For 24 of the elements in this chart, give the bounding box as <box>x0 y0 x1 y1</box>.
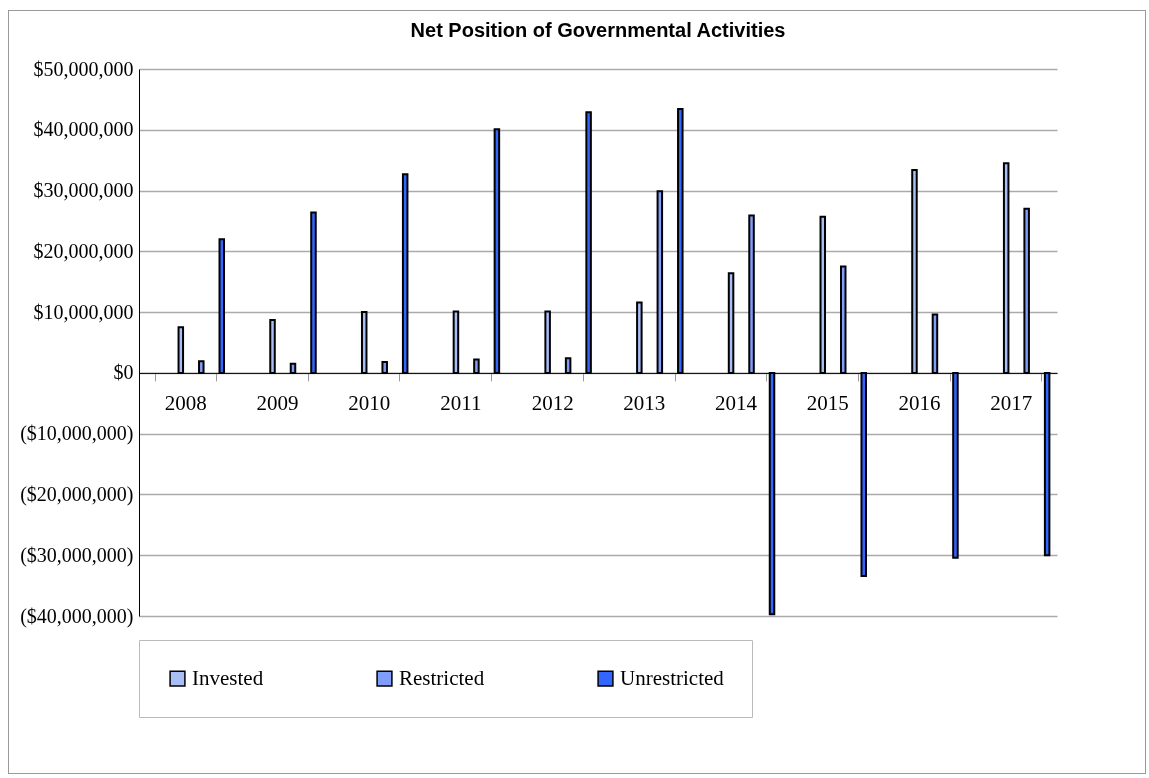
x-tick-label: 2014 <box>715 391 758 416</box>
x-tick-label: 2016 <box>898 391 941 416</box>
chart-title: Net Position of Governmental Activities <box>410 19 786 41</box>
y-tick-label: $0 <box>113 361 134 384</box>
x-tick-label: 2013 <box>623 391 666 416</box>
x-tick-label: 2008 <box>164 391 207 416</box>
x-tick-label: 2010 <box>348 391 391 416</box>
y-tick-label: $10,000,000 <box>33 300 134 323</box>
x-tick-label: 2015 <box>806 391 849 416</box>
y-tick-label: $50,000,000 <box>33 57 134 80</box>
y-tick-label: ($10,000,000) <box>20 422 134 446</box>
y-tick-label: ($30,000,000) <box>20 543 134 567</box>
legend-label: Restricted <box>399 665 485 690</box>
y-tick-label: ($40,000,000) <box>20 604 134 628</box>
legend-label: Invested <box>192 665 264 690</box>
x-tick-label: 2011 <box>440 391 482 416</box>
y-tick-label: $20,000,000 <box>33 239 134 262</box>
y-tick-label: ($20,000,000) <box>20 482 134 506</box>
x-tick-label: 2017 <box>990 391 1033 416</box>
legend-label: Unrestricted <box>620 665 725 690</box>
y-tick-label: $30,000,000 <box>33 179 134 202</box>
x-tick-label: 2009 <box>256 391 299 416</box>
y-tick-label: $40,000,000 <box>33 118 134 141</box>
x-tick-label: 2012 <box>531 391 574 416</box>
